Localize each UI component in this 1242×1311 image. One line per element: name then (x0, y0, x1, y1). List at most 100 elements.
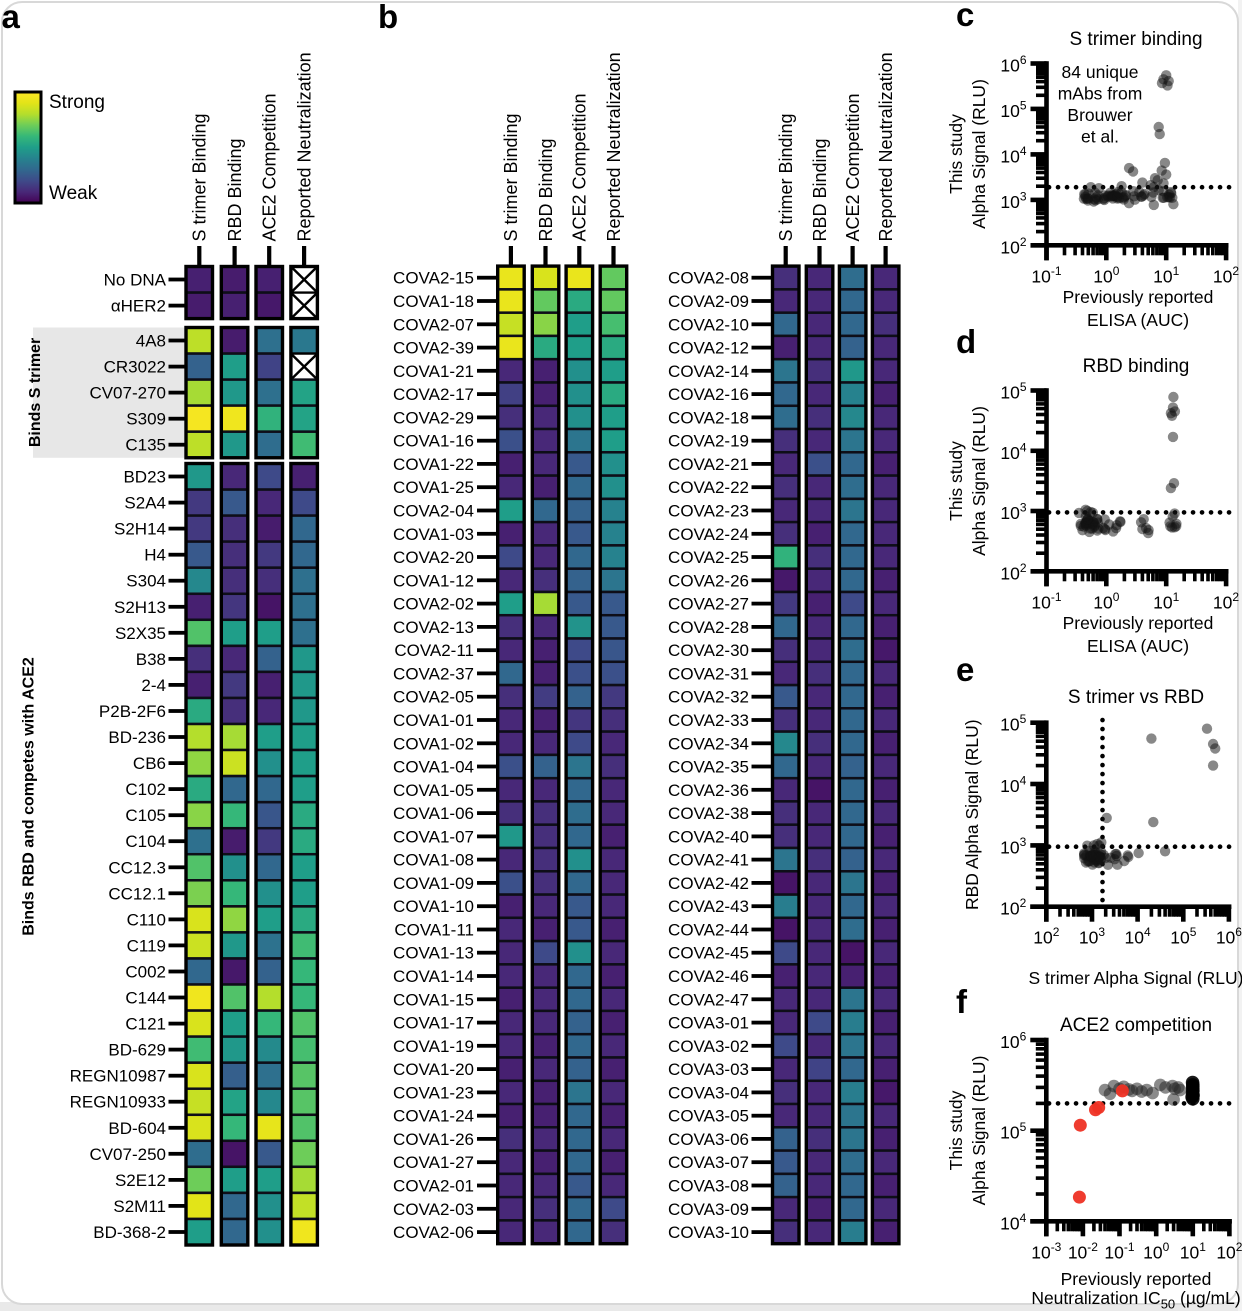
svg-text:COVA2-23: COVA2-23 (668, 502, 749, 521)
svg-text:CC12.1: CC12.1 (108, 884, 166, 903)
svg-text:H4: H4 (144, 546, 166, 565)
svg-text:COVA2-40: COVA2-40 (668, 827, 749, 846)
svg-text:Alpha Signal (RLU): Alpha Signal (RLU) (969, 1056, 989, 1206)
svg-text:Binds RBD and competes with AC: Binds RBD and competes with ACE2 (21, 657, 38, 936)
svg-text:COVA1-05: COVA1-05 (393, 781, 474, 800)
svg-text:COVA3-09: COVA3-09 (668, 1200, 749, 1219)
svg-text:COVA2-07: COVA2-07 (393, 315, 474, 334)
svg-text:COVA1-10: COVA1-10 (393, 897, 474, 916)
svg-text:Reported Neutralization: Reported Neutralization (294, 52, 314, 241)
svg-text:COVA2-37: COVA2-37 (393, 664, 474, 683)
svg-text:RBD Alpha Signal (RLU): RBD Alpha Signal (RLU) (962, 719, 982, 910)
svg-text:d: d (956, 323, 976, 360)
svg-text:P2B-2F6: P2B-2F6 (99, 702, 166, 721)
svg-text:et al.: et al. (1081, 127, 1119, 147)
svg-text:BD-604: BD-604 (108, 1119, 166, 1138)
svg-text:COVA2-45: COVA2-45 (668, 944, 749, 963)
svg-text:S2M11: S2M11 (113, 1197, 166, 1216)
svg-text:ACE2 Competition: ACE2 Competition (260, 93, 280, 241)
svg-text:COVA1-23: COVA1-23 (393, 1083, 474, 1102)
svg-text:C135: C135 (125, 436, 166, 455)
svg-text:C105: C105 (125, 806, 166, 825)
svg-text:COVA2-44: COVA2-44 (668, 921, 749, 940)
svg-text:COVA2-16: COVA2-16 (668, 385, 749, 404)
svg-text:102: 102 (1216, 1240, 1242, 1263)
svg-text:RBD Binding: RBD Binding (225, 138, 245, 241)
svg-text:COVA2-34: COVA2-34 (668, 734, 749, 753)
svg-text:COVA2-24: COVA2-24 (668, 525, 749, 544)
svg-text:C144: C144 (125, 989, 166, 1008)
svg-text:COVA1-14: COVA1-14 (393, 967, 474, 986)
svg-text:S trimer Binding: S trimer Binding (190, 113, 210, 241)
svg-text:COVA3-08: COVA3-08 (668, 1177, 749, 1196)
svg-text:BD23: BD23 (123, 468, 166, 487)
svg-text:COVA2-38: COVA2-38 (668, 804, 749, 823)
svg-text:COVA1-07: COVA1-07 (393, 827, 474, 846)
svg-text:COVA3-03: COVA3-03 (668, 1060, 749, 1079)
svg-text:COVA2-32: COVA2-32 (668, 688, 749, 707)
svg-text:ELISA (AUC): ELISA (AUC) (1087, 310, 1189, 330)
svg-text:COVA1-18: COVA1-18 (393, 292, 474, 311)
svg-text:Weak: Weak (49, 183, 98, 204)
svg-text:S2E12: S2E12 (115, 1171, 166, 1190)
svg-text:BD-368-2: BD-368-2 (93, 1223, 166, 1242)
svg-text:RBD Binding: RBD Binding (810, 138, 830, 241)
svg-text:S309: S309 (126, 410, 166, 429)
svg-text:COVA2-01: COVA2-01 (393, 1177, 474, 1196)
svg-text:Alpha Signal (RLU): Alpha Signal (RLU) (969, 79, 989, 229)
svg-text:COVA2-06: COVA2-06 (393, 1223, 474, 1242)
svg-text:COVA2-41: COVA2-41 (668, 851, 749, 870)
svg-text:COVA2-14: COVA2-14 (668, 362, 749, 381)
svg-text:Previously reported: Previously reported (1063, 613, 1214, 633)
svg-text:COVA3-01: COVA3-01 (668, 1014, 749, 1033)
svg-text:REGN10933: REGN10933 (70, 1093, 166, 1112)
svg-text:Previously reported: Previously reported (1063, 287, 1214, 307)
svg-text:Reported Neutralization: Reported Neutralization (604, 52, 624, 241)
svg-text:BD-236: BD-236 (108, 728, 166, 747)
svg-text:C121: C121 (125, 1015, 166, 1034)
svg-text:COVA1-13: COVA1-13 (393, 944, 474, 963)
svg-text:CV07-270: CV07-270 (89, 384, 166, 403)
svg-text:C002: C002 (125, 963, 166, 982)
svg-text:COVA2-17: COVA2-17 (393, 385, 474, 404)
svg-text:COVA2-29: COVA2-29 (393, 408, 474, 427)
svg-text:Neutralization IC50 (µg/mL): Neutralization IC50 (µg/mL) (1031, 1288, 1240, 1311)
svg-text:This study: This study (946, 1090, 966, 1170)
svg-text:C104: C104 (125, 832, 166, 851)
svg-text:f: f (956, 983, 968, 1020)
svg-text:c: c (956, 0, 974, 33)
svg-text:e: e (956, 651, 974, 688)
svg-text:S2A4: S2A4 (124, 494, 166, 513)
svg-text:ELISA (AUC): ELISA (AUC) (1087, 636, 1189, 656)
svg-text:S2X35: S2X35 (115, 624, 166, 643)
svg-text:COVA1-24: COVA1-24 (393, 1107, 474, 1126)
svg-text:S trimer Binding: S trimer Binding (501, 113, 521, 241)
svg-text:mAbs from: mAbs from (1058, 84, 1143, 104)
svg-text:COVA1-11: COVA1-11 (394, 921, 474, 940)
svg-text:S trimer Alpha Signal (RLU): S trimer Alpha Signal (RLU) (1029, 968, 1242, 988)
svg-text:COVA1-01: COVA1-01 (393, 711, 474, 730)
svg-text:COVA1-26: COVA1-26 (393, 1130, 474, 1149)
svg-text:This study: This study (946, 441, 966, 521)
svg-text:BD-629: BD-629 (108, 1041, 166, 1060)
svg-text:COVA2-21: COVA2-21 (668, 455, 749, 474)
svg-text:COVA1-19: COVA1-19 (393, 1037, 474, 1056)
svg-text:S trimer vs RBD: S trimer vs RBD (1068, 687, 1204, 708)
svg-text:COVA1-04: COVA1-04 (393, 758, 474, 777)
svg-text:a: a (2, 0, 21, 35)
svg-text:COVA1-15: COVA1-15 (393, 990, 474, 1009)
svg-text:COVA2-08: COVA2-08 (668, 269, 749, 288)
svg-text:COVA2-28: COVA2-28 (668, 618, 749, 637)
svg-text:b: b (378, 0, 398, 35)
svg-text:Strong: Strong (49, 92, 105, 113)
svg-text:COVA2-35: COVA2-35 (668, 758, 749, 777)
svg-text:COVA2-36: COVA2-36 (668, 781, 749, 800)
svg-text:COVA2-22: COVA2-22 (668, 478, 749, 497)
svg-text:COVA3-07: COVA3-07 (668, 1153, 749, 1172)
svg-text:COVA2-10: COVA2-10 (668, 315, 749, 334)
svg-text:COVA2-25: COVA2-25 (668, 548, 749, 567)
svg-text:COVA2-20: COVA2-20 (393, 548, 474, 567)
svg-text:COVA3-04: COVA3-04 (668, 1083, 749, 1102)
svg-text:COVA2-33: COVA2-33 (668, 711, 749, 730)
svg-text:COVA3-06: COVA3-06 (668, 1130, 749, 1149)
